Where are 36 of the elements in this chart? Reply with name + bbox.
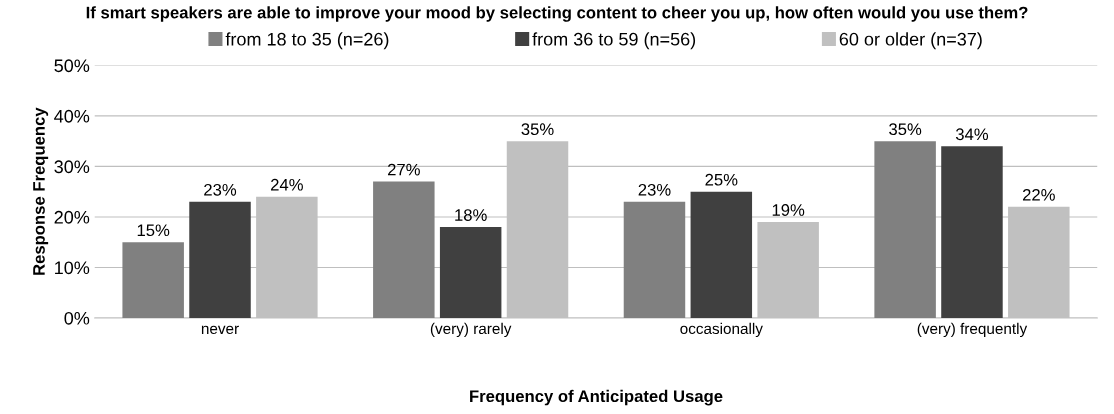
data-label: 23%	[638, 183, 671, 196]
bar	[690, 191, 753, 318]
chart-title: If smart speakers are able to improve your mood by selecting content to cheer you up, how often would you use them?	[86, 6, 1028, 22]
y-tick-label: 40%	[54, 109, 90, 123]
bar	[373, 181, 435, 318]
data-label: 27%	[387, 163, 420, 176]
y-tick-label: 20%	[54, 210, 90, 224]
data-label: 15%	[137, 224, 170, 237]
x-axis-title: Frequency of Anticipated Usage	[470, 389, 723, 406]
data-label: 35%	[521, 123, 554, 136]
bar	[122, 242, 184, 318]
bar	[189, 201, 251, 318]
data-label: 24%	[271, 178, 303, 191]
x-tick-label: occasionally	[680, 322, 763, 338]
data-label: 19%	[772, 204, 805, 216]
data-label: 34%	[955, 128, 989, 141]
bar	[439, 227, 502, 318]
data-label: 22%	[1022, 188, 1055, 201]
legend-label: 60 or older (n=37)	[839, 32, 982, 50]
bar	[941, 146, 1003, 318]
data-label: 35%	[889, 123, 922, 136]
y-axis-title: Response Frequency	[33, 107, 49, 275]
legend-label: from 18 to 35 (n=26)	[225, 32, 389, 50]
x-tick-label: (very) rarely	[430, 322, 512, 338]
data-label: 25%	[705, 173, 738, 186]
y-tick-label: 30%	[54, 160, 90, 174]
legend-label: from 36 to 59 (n=56)	[532, 32, 696, 50]
y-tick-label: 0%	[64, 311, 90, 325]
x-tick-label: (very) frequently	[917, 322, 1028, 338]
y-tick-label: 10%	[55, 261, 90, 275]
y-tick-label: 50%	[54, 59, 90, 73]
data-label: 18%	[455, 209, 487, 221]
bar	[874, 141, 936, 318]
x-tick-label: never	[201, 325, 239, 335]
bar	[623, 201, 686, 318]
data-label: 23%	[204, 183, 237, 196]
